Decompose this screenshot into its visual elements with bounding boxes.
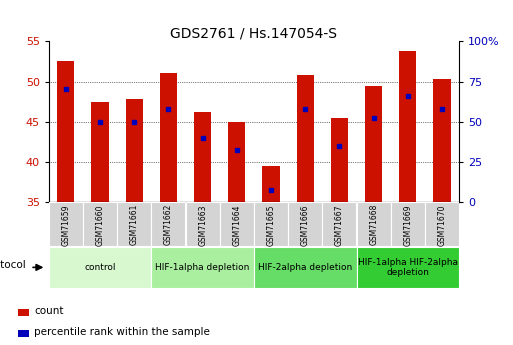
Bar [49,247,151,288]
Text: GSM71666: GSM71666 [301,204,310,246]
Text: protocol: protocol [0,260,25,270]
Text: GSM71660: GSM71660 [95,204,105,246]
Bar [357,202,390,246]
Text: GSM71667: GSM71667 [335,204,344,246]
Text: GSM71661: GSM71661 [130,204,139,245]
Title: GDS2761 / Hs.147054-S: GDS2761 / Hs.147054-S [170,26,338,40]
Bar [391,202,425,246]
Bar [57,61,74,202]
Text: HIF-2alpha depletion: HIF-2alpha depletion [258,263,352,272]
Bar [126,99,143,202]
Bar [228,122,245,202]
Bar [331,118,348,202]
Bar [365,86,382,202]
Bar [194,112,211,202]
Bar [151,247,254,288]
Bar [263,166,280,202]
Text: control: control [84,263,116,272]
Bar [254,247,357,288]
Bar [357,247,459,288]
Text: HIF-1alpha HIF-2alpha
depletion: HIF-1alpha HIF-2alpha depletion [358,258,458,277]
Text: count: count [34,306,64,316]
Text: percentile rank within the sample: percentile rank within the sample [34,327,210,337]
Text: GSM71663: GSM71663 [198,204,207,246]
Text: GSM71668: GSM71668 [369,204,378,245]
Bar [254,202,288,246]
Text: GSM71662: GSM71662 [164,204,173,245]
Bar [297,75,314,202]
Bar [433,79,450,202]
Bar [17,330,29,337]
Bar [323,202,357,246]
Bar [425,202,459,246]
Bar [49,202,83,246]
Bar [17,309,29,316]
Text: GSM71659: GSM71659 [62,204,70,246]
Bar [117,202,151,246]
Bar [186,202,220,246]
Text: GSM71669: GSM71669 [403,204,412,246]
Bar [399,51,417,202]
Bar [83,202,117,246]
Text: GSM71664: GSM71664 [232,204,241,246]
Bar [160,73,177,202]
Bar [220,202,254,246]
Text: GSM71665: GSM71665 [267,204,275,246]
Bar [151,202,185,246]
Text: GSM71670: GSM71670 [438,204,446,246]
Text: HIF-1alpha depletion: HIF-1alpha depletion [155,263,250,272]
Bar [91,101,109,202]
Bar [288,202,322,246]
